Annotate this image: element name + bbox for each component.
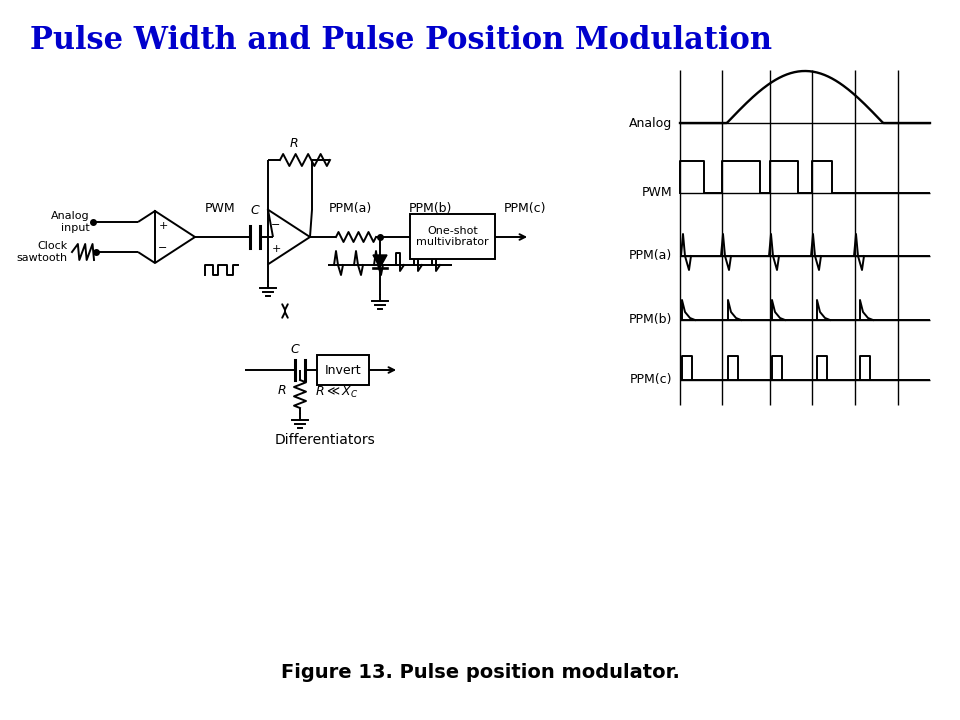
Text: PPM(b): PPM(b) <box>408 202 452 215</box>
Text: C: C <box>251 204 259 217</box>
Text: −: − <box>272 220 280 230</box>
Text: +: + <box>272 244 280 253</box>
Text: R: R <box>277 384 286 397</box>
Text: Analog
input: Analog input <box>52 211 90 233</box>
Text: PWM: PWM <box>641 186 672 199</box>
Text: R: R <box>290 137 299 150</box>
Text: One-shot
multivibrator: One-shot multivibrator <box>417 225 489 247</box>
Text: $R \ll X_C$: $R \ll X_C$ <box>315 384 358 400</box>
Text: Clock
sawtooth: Clock sawtooth <box>17 241 68 263</box>
Text: PPM(c): PPM(c) <box>630 374 672 387</box>
Text: Analog: Analog <box>629 117 672 130</box>
Bar <box>410 214 495 259</box>
Text: +: + <box>158 221 168 231</box>
Text: PPM(c): PPM(c) <box>504 202 546 215</box>
Bar <box>317 355 369 385</box>
Text: −: − <box>158 243 168 253</box>
Text: PPM(a): PPM(a) <box>328 202 372 215</box>
Text: Invert: Invert <box>324 364 361 377</box>
Text: Pulse Width and Pulse Position Modulation: Pulse Width and Pulse Position Modulatio… <box>30 25 772 56</box>
Text: C: C <box>291 343 300 356</box>
Text: PWM: PWM <box>204 202 235 215</box>
Polygon shape <box>373 255 387 268</box>
Text: PPM(b): PPM(b) <box>629 313 672 326</box>
Text: Figure 13. Pulse position modulator.: Figure 13. Pulse position modulator. <box>280 663 680 682</box>
Text: Differentiators: Differentiators <box>275 433 375 447</box>
Text: PPM(a): PPM(a) <box>629 250 672 263</box>
